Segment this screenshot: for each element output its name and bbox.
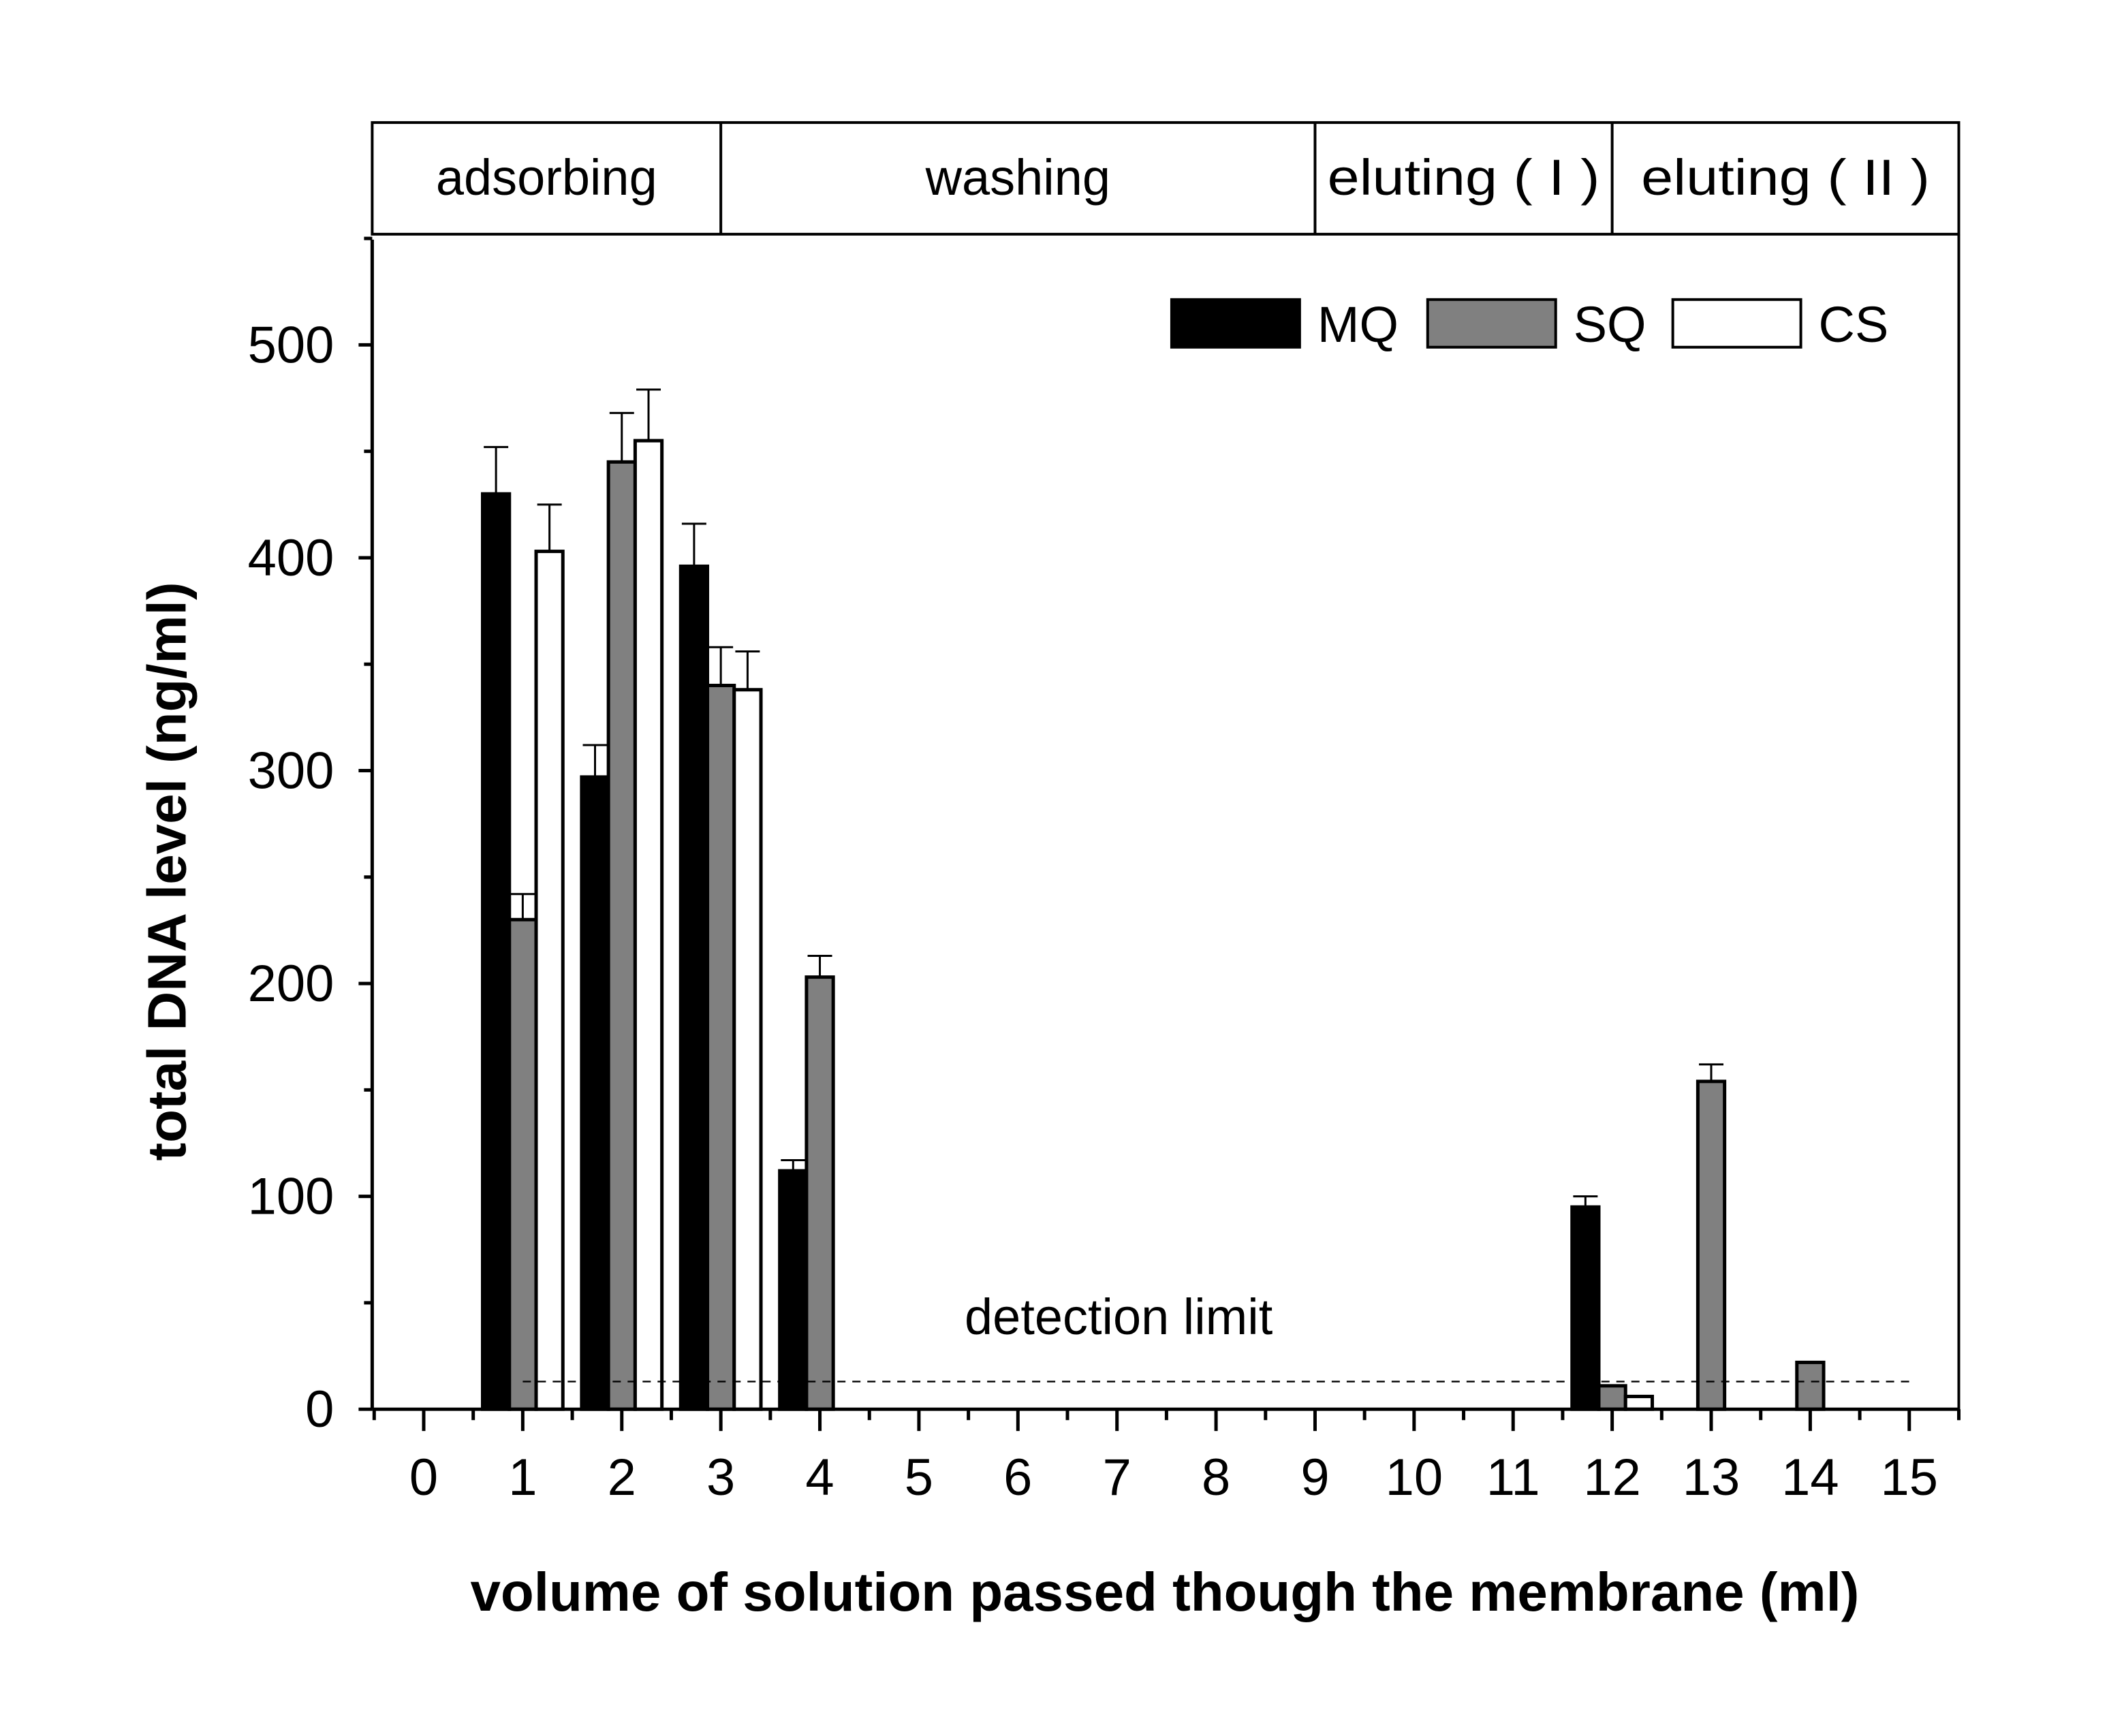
bar-CS-2 — [633, 439, 664, 1411]
bar-SQ-4 — [805, 975, 835, 1411]
y-tick-label-0: 0 — [305, 1380, 334, 1438]
phase-label-0: adsorbing — [436, 149, 657, 206]
bar-CS-12 — [1623, 1394, 1655, 1411]
bar-SQ-13 — [1696, 1079, 1727, 1411]
phase-band-frame — [371, 121, 1961, 236]
bar-MQ-1 — [481, 492, 512, 1411]
x-tick-label-5: 5 — [905, 1449, 933, 1506]
bar-MQ-12 — [1570, 1205, 1601, 1411]
bar-SQ-2 — [606, 460, 637, 1411]
x-tick-label-9: 9 — [1300, 1449, 1329, 1506]
x-tick-label-12: 12 — [1583, 1449, 1641, 1506]
bar-CS-3 — [732, 688, 763, 1411]
legend-swatch-MQ — [1170, 298, 1301, 349]
phase-label-2: eluting ( I ) — [1328, 149, 1600, 206]
bar-SQ-14 — [1795, 1360, 1826, 1411]
bar-SQ-3 — [706, 683, 736, 1411]
legend: MQ SQ CS — [1170, 296, 1889, 353]
bar-MQ-3 — [678, 564, 710, 1411]
x-tick-label-8: 8 — [1202, 1449, 1230, 1506]
y-tick-label-300: 300 — [248, 742, 334, 800]
x-tick-label-10: 10 — [1386, 1449, 1443, 1506]
y-axis-label: total DNA level (ng/ml) — [137, 582, 198, 1161]
x-tick-label-13: 13 — [1683, 1449, 1740, 1506]
bar-MQ-4 — [778, 1169, 809, 1411]
bar-MQ-2 — [580, 775, 610, 1411]
y-tick-label-200: 200 — [248, 955, 334, 1013]
x-tick-label-11: 11 — [1486, 1449, 1540, 1506]
bar-SQ-12 — [1597, 1384, 1627, 1411]
x-tick-label-4: 4 — [805, 1449, 834, 1506]
legend-swatch-SQ — [1426, 298, 1557, 349]
bar-SQ-1 — [507, 917, 538, 1411]
x-axis-label: volume of solution passed though the mem… — [470, 1562, 1859, 1622]
x-tick-label-15: 15 — [1881, 1449, 1939, 1506]
y-tick-label-400: 400 — [248, 529, 334, 587]
x-tick-label-14: 14 — [1781, 1449, 1839, 1506]
phase-label-1: washing — [925, 149, 1110, 206]
x-tick-label-6: 6 — [1003, 1449, 1032, 1506]
legend-swatch-CS — [1671, 298, 1802, 349]
phase-label-3: eluting ( II ) — [1641, 149, 1930, 206]
legend-label-MQ: MQ — [1317, 296, 1399, 353]
x-tick-label-1: 1 — [508, 1449, 537, 1506]
x-tick-label-2: 2 — [608, 1449, 636, 1506]
legend-label-CS: CS — [1819, 296, 1889, 353]
x-tick-label-0: 0 — [409, 1449, 438, 1506]
x-tick-label-7: 7 — [1103, 1449, 1131, 1506]
bars — [481, 388, 1909, 1411]
bar-CS-1 — [534, 550, 565, 1411]
detection-limit-label: detection limit — [965, 1289, 1273, 1345]
legend-label-SQ: SQ — [1574, 296, 1646, 353]
y-tick-label-500: 500 — [248, 316, 334, 374]
x-tick-label-3: 3 — [706, 1449, 735, 1506]
phase-band: adsorbing washing eluting ( I ) eluting ( I… — [371, 121, 1961, 236]
y-tick-label-100: 100 — [248, 1168, 334, 1226]
